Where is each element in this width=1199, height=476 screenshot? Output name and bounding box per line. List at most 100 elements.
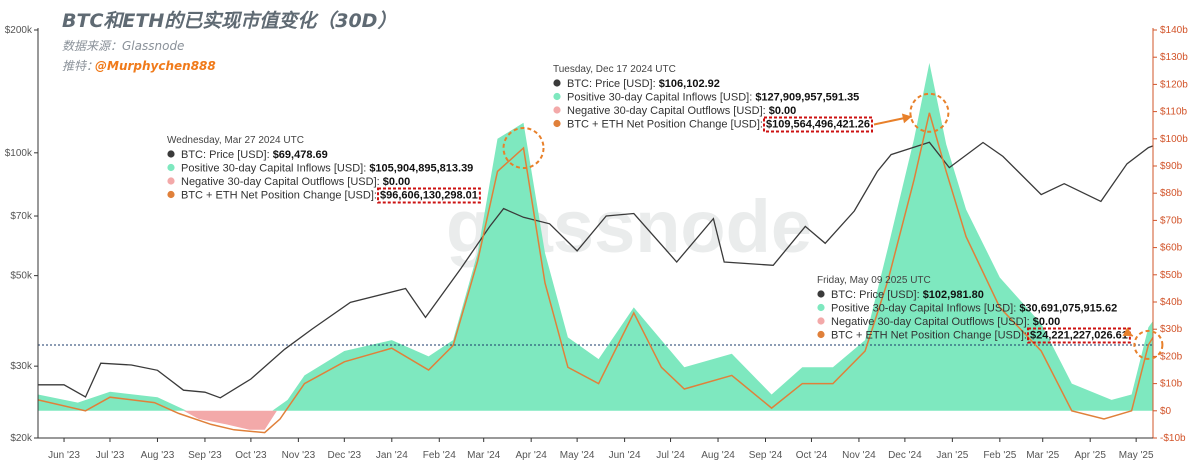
- tooltip-row-label: Negative 30-day Capital Outflows [USD]: …: [831, 316, 1060, 328]
- x-tick-label: May '24: [560, 450, 595, 461]
- outflows-area-group: [183, 410, 277, 430]
- tooltip-row-value: $106,102.92: [659, 78, 720, 90]
- tooltip-row-label: BTC + ETH Net Position Change [USD]: $24…: [831, 330, 1128, 342]
- tooltip-dot: [817, 330, 825, 339]
- tooltip-row-label: Positive 30-day Capital Inflows [USD]: $…: [831, 303, 1117, 315]
- x-tick-label: Mar '25: [1026, 450, 1059, 461]
- x-tick-label: Jan '25: [936, 450, 968, 461]
- x-tick-label: Feb '25: [983, 450, 1016, 461]
- x-tick-label: Jun '23: [48, 450, 80, 461]
- highlight-circles-group: [502, 92, 1164, 360]
- y-left-tick-label: $20k: [10, 433, 33, 444]
- x-tick-label: Feb '24: [423, 450, 456, 461]
- highlight-circle: [1133, 329, 1164, 360]
- tooltip-row-label: BTC: Price [USD]: $69,478.69: [181, 149, 328, 161]
- x-tick-label: Jul '23: [96, 450, 125, 461]
- chart-title: BTC和ETH的已实现市值变化（30D）: [62, 10, 396, 32]
- x-tick-label: Jul '24: [656, 450, 685, 461]
- tooltip-row-label: Positive 30-day Capital Inflows [USD]: $…: [567, 92, 859, 104]
- y-right-tick-label: $20b: [1160, 351, 1183, 362]
- y-right-tick-label: $0: [1160, 406, 1172, 417]
- x-tick-label: Apr '24: [515, 450, 547, 461]
- x-tick-label: Aug '23: [141, 450, 175, 461]
- twitter-label: 推特：: [62, 59, 98, 73]
- tooltip-row-value: $102,981.80: [923, 289, 984, 301]
- tooltip-dot: [553, 119, 561, 128]
- y-left-tick-label: $50k: [10, 271, 33, 282]
- tooltip-row-value: $0.00: [769, 105, 797, 117]
- x-tick-label: May '25: [1119, 450, 1154, 461]
- left-ticks-group: $20k $30k $50k $70k $100k $200k: [5, 25, 38, 444]
- y-right-tick-label: $60b: [1160, 243, 1183, 254]
- net-line-group: [37, 112, 1154, 434]
- source-text: 数据来源：Glassnode: [62, 39, 184, 53]
- x-tick-label: Dec '24: [888, 450, 922, 461]
- y-right-tick-label: $120b: [1160, 79, 1188, 90]
- highlight-circle: [502, 127, 545, 170]
- x-tick-label: Jun '24: [609, 450, 641, 461]
- x-tick-label: Sep '23: [188, 450, 222, 461]
- tooltip: Wednesday, Mar 27 2024 UTC BTC: Price [US…: [167, 135, 481, 204]
- tooltip-arrow-head: [901, 113, 912, 124]
- x-tick-label: Dec '23: [328, 450, 362, 461]
- x-tick-label: Nov '24: [842, 450, 876, 461]
- x-tick-label: Sep '24: [749, 450, 783, 461]
- y-right-tick-label: $140b: [1160, 25, 1188, 36]
- tooltip-row-value: $24,221,227,026.61: [1030, 330, 1128, 342]
- tooltip-row-label: BTC + ETH Net Position Change [USD]: $10…: [567, 119, 870, 131]
- tooltip-row-label: Negative 30-day Capital Outflows [USD]: …: [567, 105, 796, 117]
- y-right-tick-label: $90b: [1160, 161, 1183, 172]
- tooltip-dot: [167, 190, 175, 199]
- y-right-tick-label: $50b: [1160, 270, 1183, 281]
- btc-price-line: [38, 141, 1154, 399]
- tooltip-value-highlight-box: [377, 187, 481, 204]
- x-tick-label: Apr '25: [1075, 450, 1107, 461]
- x-tick-label: Nov '23: [282, 450, 316, 461]
- outflows-area: [183, 410, 277, 430]
- tooltip-dot: [553, 79, 561, 87]
- y-left-tick-label: $30k: [10, 361, 33, 372]
- tooltip-row-value: $109,564,496,421.26: [766, 119, 870, 131]
- tooltip-date: Friday, May 09 2025 UTC: [817, 275, 931, 286]
- axes-group: [37, 28, 1154, 439]
- tooltip-date: Wednesday, Mar 27 2024 UTC: [167, 135, 304, 146]
- x-tick-label: Jan '24: [376, 450, 408, 461]
- y-right-tick-label: $30b: [1160, 324, 1183, 335]
- tooltip-row-value: $105,904,895,813.39: [369, 163, 473, 175]
- x-ticks-group: Jun '23 Jul '23 Aug '23 Sep '23 Oct '23 Nov '…: [48, 438, 1154, 461]
- x-tick-label: Oct '23: [235, 450, 267, 461]
- y-right-tick-label: $70b: [1160, 215, 1183, 226]
- twitter-handle[interactable]: @Murphychen888: [95, 59, 216, 73]
- tooltip-value-highlight-box: [1027, 327, 1131, 344]
- tooltip-dot: [817, 303, 825, 312]
- tooltip-row-label: BTC: Price [USD]: $102,981.80: [831, 289, 984, 301]
- price-line-group: [38, 141, 1154, 399]
- tooltip-row-value: $96,606,130,298.01: [380, 190, 478, 202]
- tooltip-row-value: $127,909,957,591.35: [755, 92, 859, 104]
- tooltip-row-value: $30,691,075,915.62: [1019, 303, 1117, 315]
- tooltip-row-value: $0.00: [383, 176, 411, 188]
- y-right-tick-label: $100b: [1160, 134, 1188, 145]
- tooltip-dot: [167, 177, 175, 185]
- y-right-tick-label: $130b: [1160, 52, 1188, 63]
- x-tick-label: Oct '24: [796, 450, 828, 461]
- y-right-tick-label: $40b: [1160, 297, 1183, 308]
- x-tick-label: Aug '24: [701, 450, 735, 461]
- net-position-line: [37, 112, 1154, 434]
- tooltip-dot: [553, 92, 561, 101]
- tooltip-dot: [817, 290, 825, 298]
- right-ticks-group: -$10b $0 $10b $20b $30b $40b $50b $60b $70b $80b $…: [1153, 25, 1188, 444]
- y-right-tick-label: $80b: [1160, 188, 1183, 199]
- tooltip: Tuesday, Dec 17 2024 UTC BTC: Price [USD]…: [553, 64, 912, 133]
- tooltip-row-label: Positive 30-day Capital Inflows [USD]: $…: [181, 163, 473, 175]
- tooltip-dot: [553, 106, 561, 114]
- y-right-tick-label: -$10b: [1160, 433, 1186, 444]
- tooltip-date: Tuesday, Dec 17 2024 UTC: [553, 64, 676, 75]
- tooltip-dot: [167, 150, 175, 158]
- tooltip-dot: [817, 317, 825, 325]
- tooltip-row-label: BTC + ETH Net Position Change [USD]: $96…: [181, 190, 478, 202]
- tooltips-group: Wednesday, Mar 27 2024 UTC BTC: Price [US…: [167, 64, 1134, 344]
- y-right-tick-label: $110b: [1160, 107, 1188, 118]
- tooltip-row-label: Negative 30-day Capital Outflows [USD]: …: [181, 176, 410, 188]
